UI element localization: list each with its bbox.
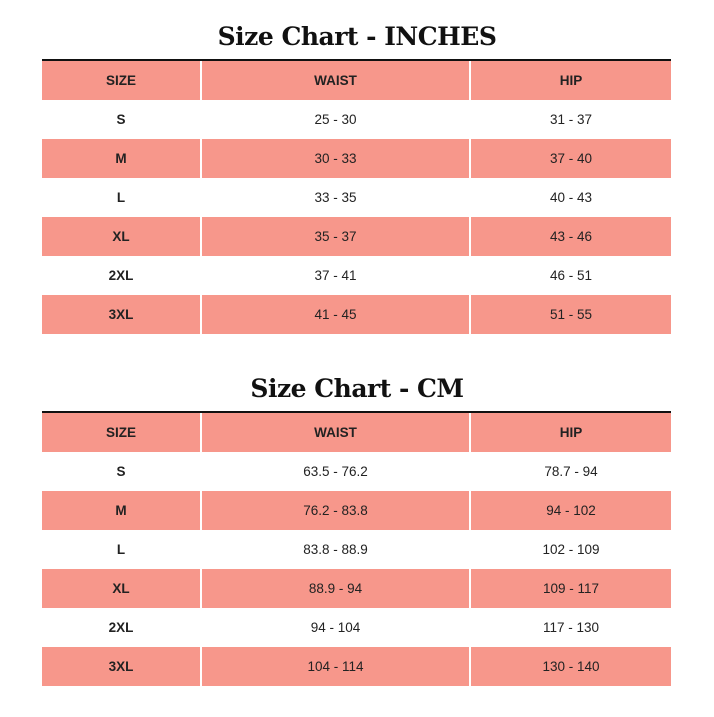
table-header-row: SIZE WAIST HIP (42, 61, 671, 100)
waist-cell: 94 - 104 (310, 620, 361, 635)
table-row: M 76.2 - 83.8 94 - 102 (42, 491, 671, 530)
hip-cell: 51 - 55 (471, 295, 671, 334)
size-cell: XL (42, 217, 200, 256)
waist-cell: 37 - 41 (314, 268, 357, 283)
hip-cell: 109 - 117 (471, 569, 671, 608)
inches-table: SIZE WAIST HIP S 25 - 30 31 - 37 M 30 - 33 37 - … (42, 59, 671, 334)
table-row: S 25 - 30 31 - 37 (42, 100, 671, 139)
size-cell: L (116, 542, 126, 557)
table-header-row: SIZE WAIST HIP (42, 413, 671, 452)
waist-cell: WAIST (202, 413, 469, 452)
table-row: 2XL 94 - 104 117 - 130 (42, 608, 671, 647)
table-row: L 33 - 35 40 - 43 (42, 178, 671, 217)
table-row: L 83.8 - 88.9 102 - 109 (42, 530, 671, 569)
size-cell: SIZE (42, 61, 200, 100)
table-row: S 63.5 - 76.2 78.7 - 94 (42, 452, 671, 491)
waist-cell: 76.2 - 83.8 (202, 491, 469, 530)
waist-cell: 35 - 37 (202, 217, 469, 256)
size-cell: 3XL (42, 647, 200, 686)
hip-cell: 37 - 40 (471, 139, 671, 178)
table-row: 3XL 104 - 114 130 - 140 (42, 647, 671, 686)
hip-cell: 130 - 140 (471, 647, 671, 686)
table-row: 3XL 41 - 45 51 - 55 (42, 295, 671, 334)
cm-table: SIZE WAIST HIP S 63.5 - 76.2 78.7 - 94 M 76.2 -… (42, 411, 671, 686)
hip-cell: 43 - 46 (471, 217, 671, 256)
table-row: XL 35 - 37 43 - 46 (42, 217, 671, 256)
hip-cell: 31 - 37 (549, 112, 593, 127)
hip-cell: 46 - 51 (549, 268, 593, 283)
hip-cell: HIP (471, 61, 671, 100)
size-cell: SIZE (42, 413, 200, 452)
hip-cell: 102 - 109 (542, 542, 600, 557)
hip-cell: 78.7 - 94 (544, 464, 598, 479)
table-row: M 30 - 33 37 - 40 (42, 139, 671, 178)
size-cell: S (116, 464, 126, 479)
table-top-rule (42, 411, 671, 413)
table-row: 2XL 37 - 41 46 - 51 (42, 256, 671, 295)
size-cell: XL (42, 569, 200, 608)
size-cell: M (42, 139, 200, 178)
size-cell: L (116, 190, 126, 205)
waist-cell: 104 - 114 (202, 647, 469, 686)
table-row: XL 88.9 - 94 109 - 117 (42, 569, 671, 608)
hip-cell: 117 - 130 (542, 620, 600, 635)
size-cell: 2XL (108, 620, 134, 635)
waist-cell: 30 - 33 (202, 139, 469, 178)
inches-title: Size Chart - INCHES (217, 22, 497, 51)
size-cell: S (116, 112, 126, 127)
waist-cell: 25 - 30 (314, 112, 357, 127)
waist-cell: 33 - 35 (314, 190, 357, 205)
table-top-rule (42, 59, 671, 61)
waist-cell: WAIST (202, 61, 469, 100)
size-cell: M (42, 491, 200, 530)
size-cell: 3XL (42, 295, 200, 334)
waist-cell: 41 - 45 (202, 295, 469, 334)
cm-title: Size Chart - CM (250, 374, 464, 403)
hip-cell: 40 - 43 (549, 190, 593, 205)
hip-cell: 94 - 102 (471, 491, 671, 530)
waist-cell: 63.5 - 76.2 (303, 464, 368, 479)
waist-cell: 88.9 - 94 (202, 569, 469, 608)
hip-cell: HIP (471, 413, 671, 452)
waist-cell: 83.8 - 88.9 (303, 542, 368, 557)
size-cell: 2XL (108, 268, 134, 283)
